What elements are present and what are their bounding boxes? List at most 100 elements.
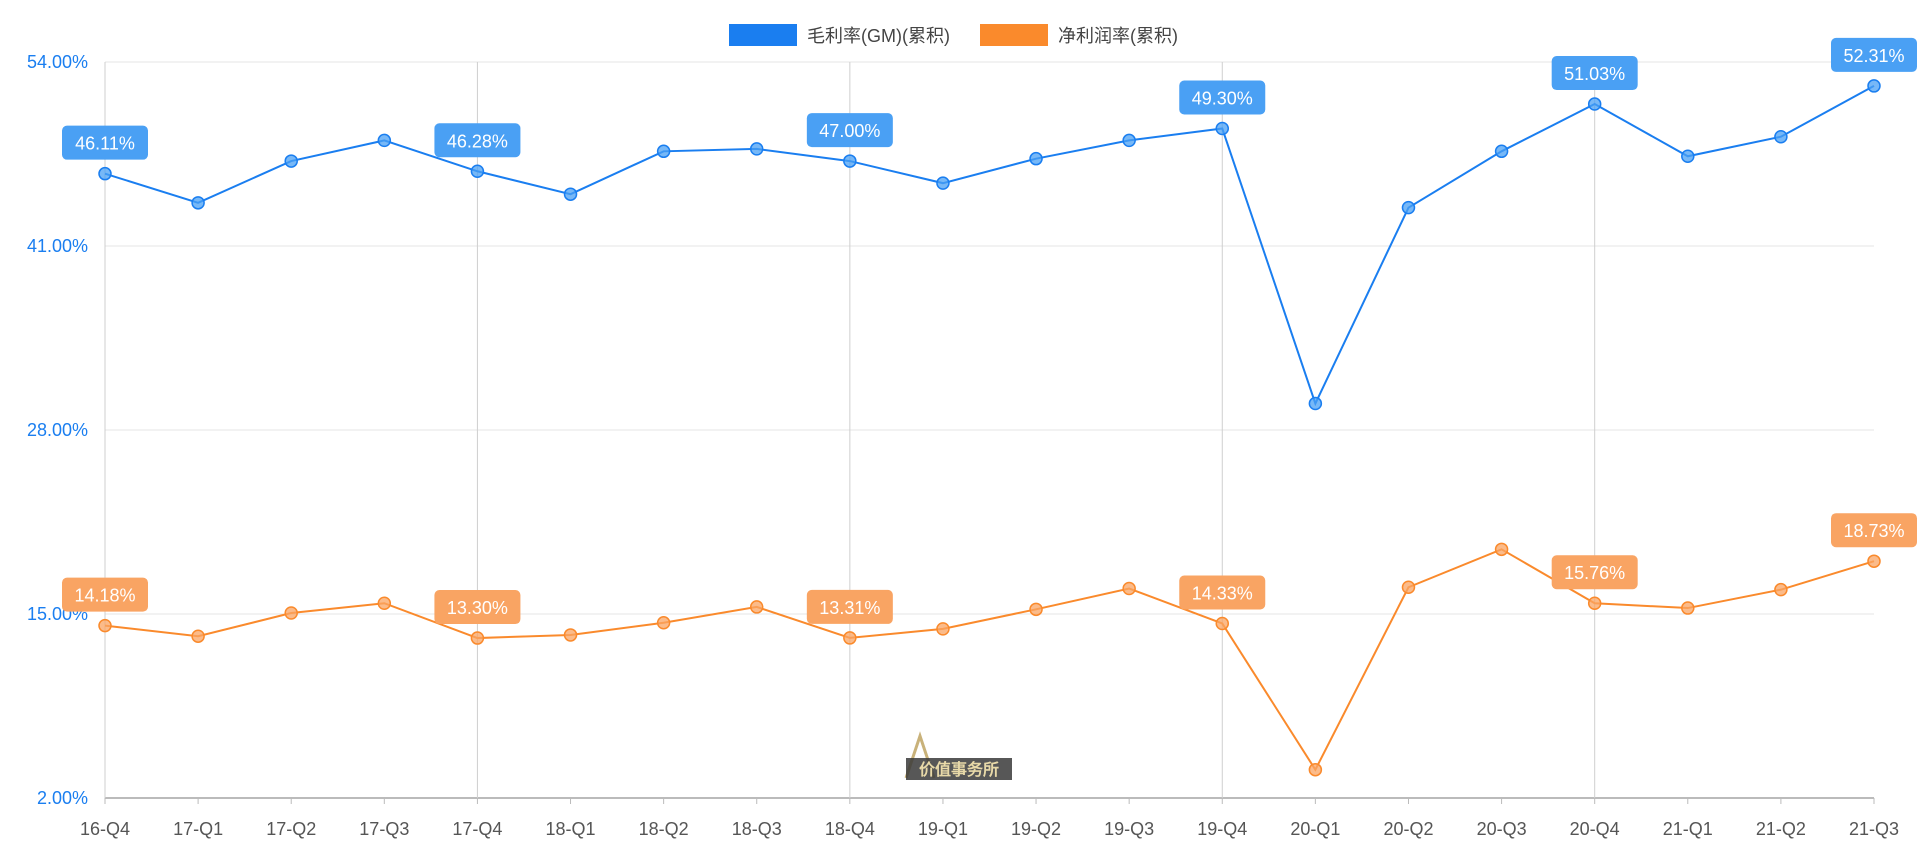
x-tick-label: 19-Q3 [1104,819,1154,839]
x-tick-label: 21-Q1 [1663,819,1713,839]
data-label-box [434,590,521,625]
legend-label: 净利润率(累积) [1058,26,1178,46]
data-point [1308,762,1323,777]
data-label-box [1551,56,1638,91]
data-point [656,144,671,159]
data-label-box [1179,575,1266,610]
data-point [1122,133,1136,148]
data-point [563,187,578,201]
watermark-text: 价值事务所 [919,760,999,779]
series-line-0 [104,85,1875,407]
data-point [377,133,392,148]
data-point [1401,200,1416,215]
x-tick-label: 17-Q1 [173,819,223,839]
data-point [1215,616,1230,631]
data-point [191,196,205,210]
data-point [284,606,298,620]
data-label: 14.18% [74,586,135,606]
data-point [563,628,578,642]
x-tick-label: 21-Q2 [1756,819,1806,839]
x-tick-label: 16-Q4 [80,819,130,839]
legend-item-1[interactable]: 净利润率(累积) [980,24,1178,46]
data-label-box [1551,555,1638,590]
data-point [1774,129,1788,144]
legend-item-0[interactable]: 毛利率(GM)(累积) [729,24,950,46]
data-point [1029,151,1043,166]
data-point [98,166,112,181]
data-point [749,600,764,614]
data-point [656,616,671,630]
data-label-box [1179,80,1266,115]
data-point [377,596,392,610]
data-label-box [1831,513,1917,548]
grid [104,61,1874,799]
data-point [191,629,205,643]
watermark-logo: 价值事务所 [904,731,1012,780]
y-tick-label: 2.00% [37,788,88,808]
data-label: 15.76% [1564,563,1625,583]
x-axis: 16-Q4 17-Q1 17-Q2 17-Q3 17-Q4 18-Q1 18-Q2 18-Q3… [80,798,1899,839]
data-label: 51.03% [1564,64,1625,84]
legend[interactable]: 毛利率(GM)(累积) 净利润率(累积) [729,24,1178,46]
data-point [1867,79,1881,93]
legend-swatch [729,24,797,46]
x-tick-label: 17-Q2 [266,819,316,839]
data-point [470,631,485,645]
x-tick-label: 20-Q2 [1383,819,1433,839]
data-point [1681,601,1695,615]
x-tick-label: 19-Q2 [1011,819,1061,839]
data-label: 14.33% [1192,583,1253,603]
legend-label: 毛利率(GM)(累积) [807,26,950,46]
x-tick-label: 21-Q3 [1849,819,1899,839]
data-point [749,142,764,156]
data-label-box [806,113,893,148]
x-tick-label: 20-Q1 [1290,819,1340,839]
data-label: 18.73% [1843,521,1904,541]
x-tick-label: 17-Q4 [452,819,502,839]
data-label-box [1831,37,1917,72]
data-point [284,154,298,168]
data-point [1029,602,1043,617]
data-point [1215,121,1230,136]
data-label-box [434,123,521,158]
y-tick-label: 54.00% [27,52,88,72]
x-tick-label: 18-Q3 [732,819,782,839]
data-point [470,164,485,179]
data-point [1681,149,1695,164]
data-label: 13.30% [447,598,508,618]
data-point [1867,554,1881,568]
data-point [936,176,950,190]
data-point [1587,596,1602,610]
y-tick-label: 41.00% [27,236,88,256]
data-point [1122,581,1136,596]
data-label: 46.11% [75,134,135,154]
series-line-1 [104,548,1875,772]
data-point [843,631,857,645]
data-label: 47.00% [819,121,880,141]
x-tick-label: 18-Q4 [825,819,875,839]
x-tick-label: 20-Q3 [1477,819,1527,839]
data-point [1774,582,1788,597]
legend-swatch [980,24,1048,46]
data-point [1308,396,1323,411]
data-label-box [62,577,148,612]
data-label: 49.30% [1192,89,1253,109]
data-point [1587,97,1602,111]
y-tick-label: 28.00% [27,420,88,440]
x-tick-label: 18-Q2 [639,819,689,839]
x-tick-label: 19-Q4 [1197,819,1247,839]
data-point [1494,144,1509,159]
x-tick-label: 17-Q3 [359,819,409,839]
data-point [936,622,950,636]
data-label: 52.31% [1843,46,1904,66]
y-axis: 2.00%15.00%28.00%41.00%54.00% [27,52,88,808]
data-labels: 46.11% 46.28% 47.00% 49.30% 51.03% 52.31% 14.1… [62,37,1917,625]
data-label: 46.28% [447,131,508,151]
x-tick-label: 20-Q4 [1570,819,1620,839]
data-label: 13.31% [819,598,880,618]
data-point [1494,542,1509,557]
data-point [843,154,857,168]
x-tick-label: 18-Q1 [546,819,596,839]
x-tick-label: 19-Q1 [918,819,968,839]
